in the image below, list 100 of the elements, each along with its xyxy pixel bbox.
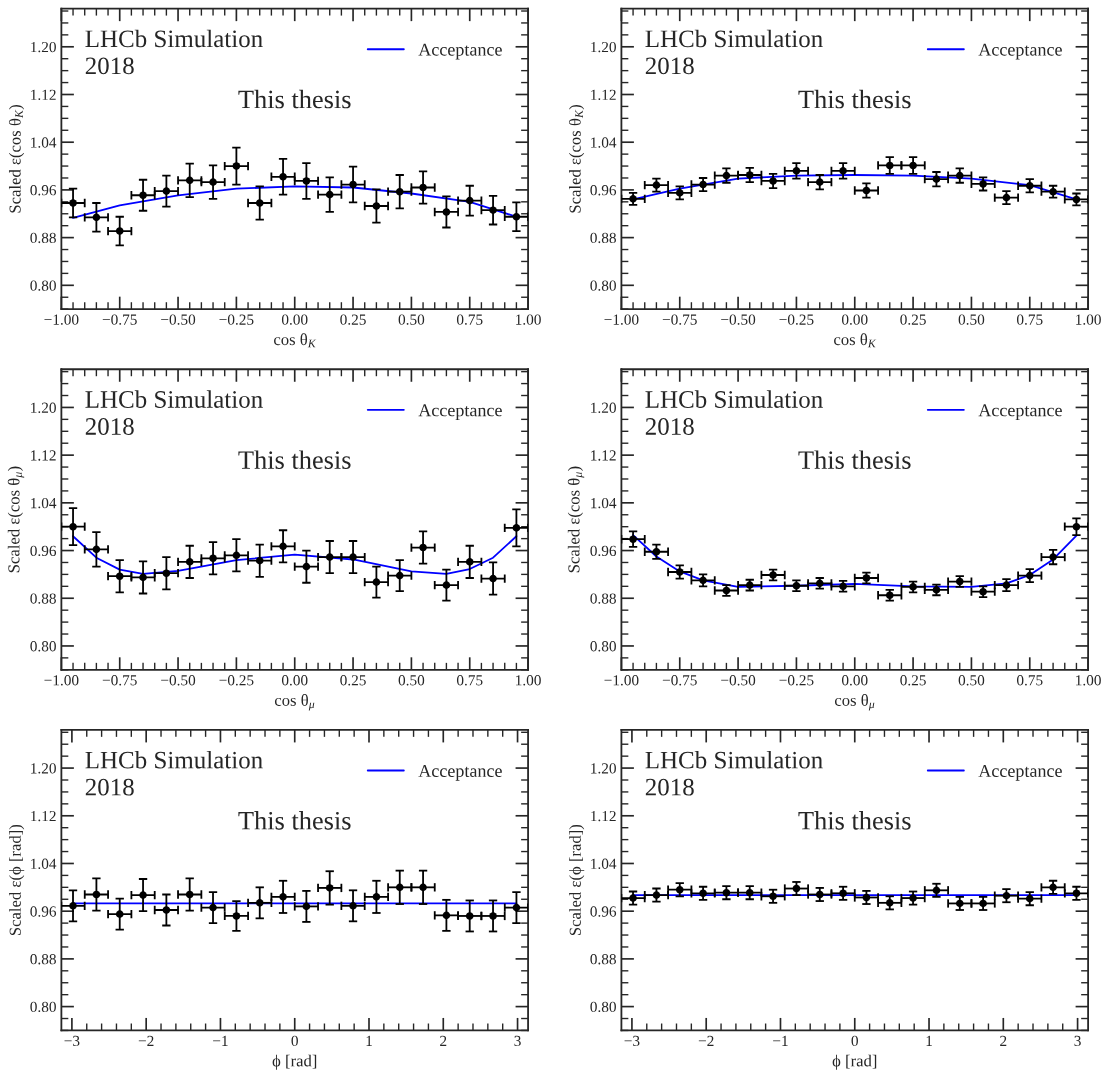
- y-tick-label: 0.80: [590, 641, 616, 652]
- point: [932, 886, 941, 895]
- y-tick-label: 0.88: [30, 954, 56, 965]
- point: [302, 177, 311, 185]
- point: [932, 175, 941, 183]
- y-tick-label: 1.12: [591, 89, 616, 101]
- x-tick-label: −0.25: [219, 675, 254, 686]
- y-tick-label: 1.20: [31, 763, 56, 774]
- point: [1025, 894, 1034, 903]
- point: [629, 894, 637, 902]
- y-tick-label: 1.12: [591, 450, 616, 461]
- point: [442, 911, 451, 920]
- y-tick-label: 1.04: [591, 858, 617, 869]
- x-tick-label: −0.75: [662, 675, 697, 686]
- x-axis-title: ϕ [rad]: [832, 1054, 877, 1070]
- point: [232, 912, 241, 920]
- x-axis-title: cos θ$_{K}$: [274, 333, 317, 348]
- point: [279, 172, 287, 181]
- point: [489, 574, 497, 583]
- x-tick-label: 0.00: [841, 314, 868, 325]
- x-axis-title: cos θ$_{K}$: [834, 333, 877, 348]
- point: [629, 535, 637, 544]
- x-tick-label: 1: [926, 1035, 932, 1046]
- y-axis-title: Scaled ε(ϕ [rad]): [9, 824, 25, 936]
- point: [699, 889, 707, 898]
- x-tick-label: 0.50: [958, 675, 985, 686]
- x-tick-label: 1: [366, 1035, 372, 1046]
- point: [255, 556, 264, 565]
- x-tick-label: −3: [64, 1035, 80, 1047]
- point: [139, 891, 147, 899]
- x-tick-label: 1.00: [1076, 675, 1101, 686]
- point: [675, 568, 684, 576]
- point: [395, 571, 404, 580]
- x-tick-label: −0.50: [161, 314, 196, 325]
- x-tick-label: −0.50: [721, 314, 756, 325]
- point: [325, 884, 334, 892]
- point: [69, 199, 77, 207]
- x-tick-label: 0.00: [841, 675, 868, 686]
- x-tick-label: −1.00: [44, 675, 79, 686]
- y-axis-title: Scaled ε(cos θ$_{K}$): [8, 105, 25, 213]
- point: [115, 227, 124, 235]
- y-tick-label: 1.12: [31, 450, 56, 461]
- point: [232, 162, 241, 170]
- annotation: This thesis: [798, 89, 911, 109]
- point: [489, 206, 497, 214]
- y-tick-label: 1.04: [591, 137, 617, 148]
- point: [372, 893, 381, 901]
- point: [115, 572, 124, 580]
- x-tick-label: −1.00: [604, 675, 639, 686]
- x-tick-label: 0: [851, 1035, 858, 1047]
- y-tick-label: 1.20: [591, 402, 616, 413]
- y-tick-label: 0.96: [590, 906, 617, 917]
- y-tick-label: 0.80: [30, 1001, 56, 1013]
- point: [1049, 883, 1057, 892]
- x-tick-label: 2: [440, 1035, 447, 1046]
- point: [1072, 522, 1081, 531]
- y-tick-label: 0.96: [590, 185, 617, 196]
- point: [209, 178, 217, 186]
- point: [69, 522, 77, 531]
- point: [349, 180, 357, 189]
- annotation: LHCb Simulation 2018: [645, 750, 823, 796]
- point: [325, 190, 334, 199]
- legend-label: Acceptance: [418, 764, 502, 781]
- x-tick-label: −0.25: [779, 675, 814, 686]
- y-tick-label: 0.88: [30, 593, 56, 604]
- point: [139, 191, 147, 200]
- point: [979, 180, 987, 188]
- point: [69, 902, 77, 910]
- y-axis-title: Scaled ε(cos θ$_{K}$): [568, 105, 585, 213]
- legend-label: Acceptance: [978, 764, 1062, 781]
- point: [139, 573, 147, 582]
- point: [885, 161, 894, 170]
- y-tick-label: 1.20: [591, 41, 616, 53]
- x-tick-label: 0.50: [398, 675, 425, 686]
- y-tick-label: 0.88: [590, 954, 616, 965]
- point: [92, 890, 101, 899]
- point: [349, 553, 357, 561]
- x-axis-title: ϕ [rad]: [272, 1054, 317, 1070]
- x-tick-label: 0.00: [281, 314, 308, 325]
- y-tick-label: 1.04: [591, 497, 617, 509]
- x-tick-label: −0.50: [161, 675, 196, 686]
- y-tick-label: 0.96: [30, 545, 57, 557]
- x-tick-label: −0.25: [219, 314, 254, 325]
- y-tick-label: 1.12: [31, 89, 56, 101]
- point: [395, 883, 404, 892]
- point: [279, 542, 287, 551]
- x-tick-label: 0.25: [340, 314, 366, 325]
- x-tick-label: 0.50: [398, 314, 425, 325]
- y-axis-title: Scaled ε(cos θ$_{μ}$): [567, 466, 585, 573]
- x-tick-label: 0.25: [900, 675, 926, 686]
- point: [512, 212, 521, 221]
- point: [465, 558, 474, 566]
- point: [1049, 553, 1057, 561]
- x-tick-label: −0.75: [102, 314, 137, 325]
- point: [745, 888, 754, 897]
- y-tick-label: 1.20: [591, 763, 616, 774]
- y-tick-label: 1.20: [31, 41, 56, 53]
- y-tick-label: 0.88: [30, 232, 56, 244]
- point: [162, 187, 171, 195]
- x-tick-label: 3: [1074, 1035, 1081, 1047]
